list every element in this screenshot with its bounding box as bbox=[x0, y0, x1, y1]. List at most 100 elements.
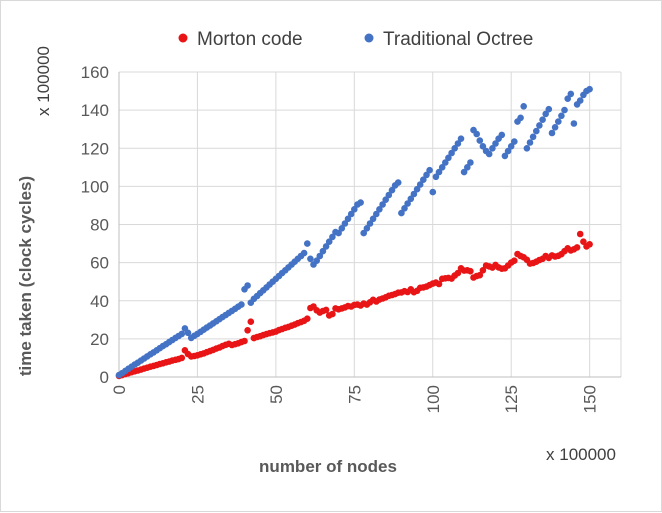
octree-point bbox=[300, 249, 308, 257]
y-axis-title: time taken (clock cycles) bbox=[16, 176, 35, 376]
octree-point bbox=[520, 103, 527, 110]
x-tick-label: 25 bbox=[188, 385, 207, 404]
y-tick-label: 120 bbox=[81, 139, 109, 158]
morton-point bbox=[329, 310, 336, 318]
octree-point bbox=[313, 257, 321, 265]
octree-point bbox=[558, 112, 565, 120]
morton-point bbox=[454, 269, 462, 277]
octree-point bbox=[385, 191, 393, 199]
octree-point bbox=[379, 201, 386, 208]
octree-point bbox=[485, 150, 493, 158]
octree-point bbox=[304, 240, 311, 247]
octree-point bbox=[426, 166, 433, 174]
octree-point bbox=[564, 95, 571, 102]
octree-point bbox=[341, 220, 349, 227]
octree-point bbox=[347, 210, 355, 218]
octree-point bbox=[445, 154, 452, 162]
series-traditional-octree bbox=[115, 85, 593, 379]
octree-point bbox=[464, 164, 471, 171]
y-tick-label: 160 bbox=[81, 63, 109, 82]
octree-point bbox=[369, 215, 377, 223]
octree-point bbox=[536, 122, 543, 129]
octree-point bbox=[322, 243, 330, 250]
y-tick-label: 80 bbox=[90, 216, 109, 235]
octree-point bbox=[501, 152, 509, 160]
legend-label-morton: Morton code bbox=[197, 29, 303, 50]
octree-point bbox=[357, 199, 364, 206]
plot-axes bbox=[118, 72, 621, 378]
octree-point bbox=[451, 145, 459, 152]
octree-point bbox=[351, 206, 358, 213]
legend: Morton code Traditional Octree bbox=[178, 29, 533, 50]
morton-point bbox=[435, 280, 443, 288]
x-tick-label: 0 bbox=[110, 385, 129, 394]
morton-point bbox=[244, 327, 251, 334]
y-tick-label: 20 bbox=[90, 330, 109, 349]
octree-point bbox=[244, 282, 251, 289]
octree-point bbox=[178, 330, 186, 338]
octree-point bbox=[492, 140, 499, 147]
octree-point bbox=[401, 205, 408, 212]
octree-point bbox=[382, 196, 390, 203]
y-tick-label: 60 bbox=[90, 254, 109, 273]
octree-point bbox=[438, 164, 446, 171]
octree-point bbox=[555, 118, 562, 125]
octree-point bbox=[373, 210, 380, 218]
octree-point bbox=[526, 139, 534, 146]
octree-point bbox=[307, 255, 314, 263]
y-tick-labels: 0 20 40 60 80 100 120 140 160 bbox=[81, 63, 109, 387]
octree-point bbox=[517, 114, 524, 122]
x-tick-label: 125 bbox=[502, 385, 521, 413]
x-tick-labels: 0 25 50 75 100 125 150 bbox=[110, 385, 600, 413]
octree-point bbox=[435, 168, 443, 176]
octree-point bbox=[319, 247, 327, 255]
morton-point bbox=[178, 354, 186, 362]
octree-point bbox=[551, 124, 559, 131]
octree-point bbox=[413, 185, 421, 193]
octree-point bbox=[460, 168, 468, 176]
octree-point bbox=[576, 97, 584, 104]
octree-point bbox=[529, 133, 537, 141]
morton-point bbox=[511, 257, 518, 265]
x-tick-label: 75 bbox=[345, 385, 364, 404]
octree-point bbox=[511, 138, 518, 145]
octree-point bbox=[586, 85, 593, 93]
morton-point bbox=[247, 318, 255, 326]
octree-point bbox=[457, 135, 465, 142]
octree-point bbox=[335, 229, 342, 237]
octree-point bbox=[476, 137, 484, 144]
octree-point bbox=[338, 225, 346, 232]
x-tick-label: 150 bbox=[581, 385, 600, 413]
octree-point bbox=[388, 186, 396, 194]
octree-point bbox=[561, 106, 568, 114]
y-tick-label: 140 bbox=[81, 101, 109, 120]
y-axis-unit: x 100000 bbox=[34, 46, 53, 116]
octree-point bbox=[507, 143, 515, 150]
morton-point bbox=[573, 244, 581, 251]
octree-point bbox=[523, 145, 531, 152]
x-axis-title: number of nodes bbox=[259, 457, 397, 476]
morton-point bbox=[580, 238, 587, 245]
octree-point bbox=[376, 206, 383, 213]
legend-label-octree: Traditional Octree bbox=[383, 29, 533, 50]
morton-point bbox=[586, 241, 593, 248]
octree-point bbox=[329, 233, 336, 241]
legend-marker-octree bbox=[364, 33, 374, 43]
octree-point bbox=[479, 143, 487, 150]
octree-point bbox=[548, 129, 556, 137]
morton-point bbox=[476, 271, 484, 279]
octree-point bbox=[489, 145, 496, 152]
octree-point bbox=[567, 90, 575, 98]
legend-marker-morton bbox=[178, 33, 188, 43]
y-tick-label: 0 bbox=[100, 368, 109, 387]
x-tick-label: 100 bbox=[424, 385, 443, 413]
octree-point bbox=[420, 176, 427, 183]
octree-point bbox=[498, 131, 506, 139]
octree-point bbox=[184, 329, 192, 337]
morton-point bbox=[479, 267, 487, 274]
series-morton-code bbox=[115, 230, 593, 380]
octree-point bbox=[542, 110, 549, 118]
morton-point bbox=[576, 230, 584, 238]
x-tick-label: 50 bbox=[267, 385, 286, 404]
